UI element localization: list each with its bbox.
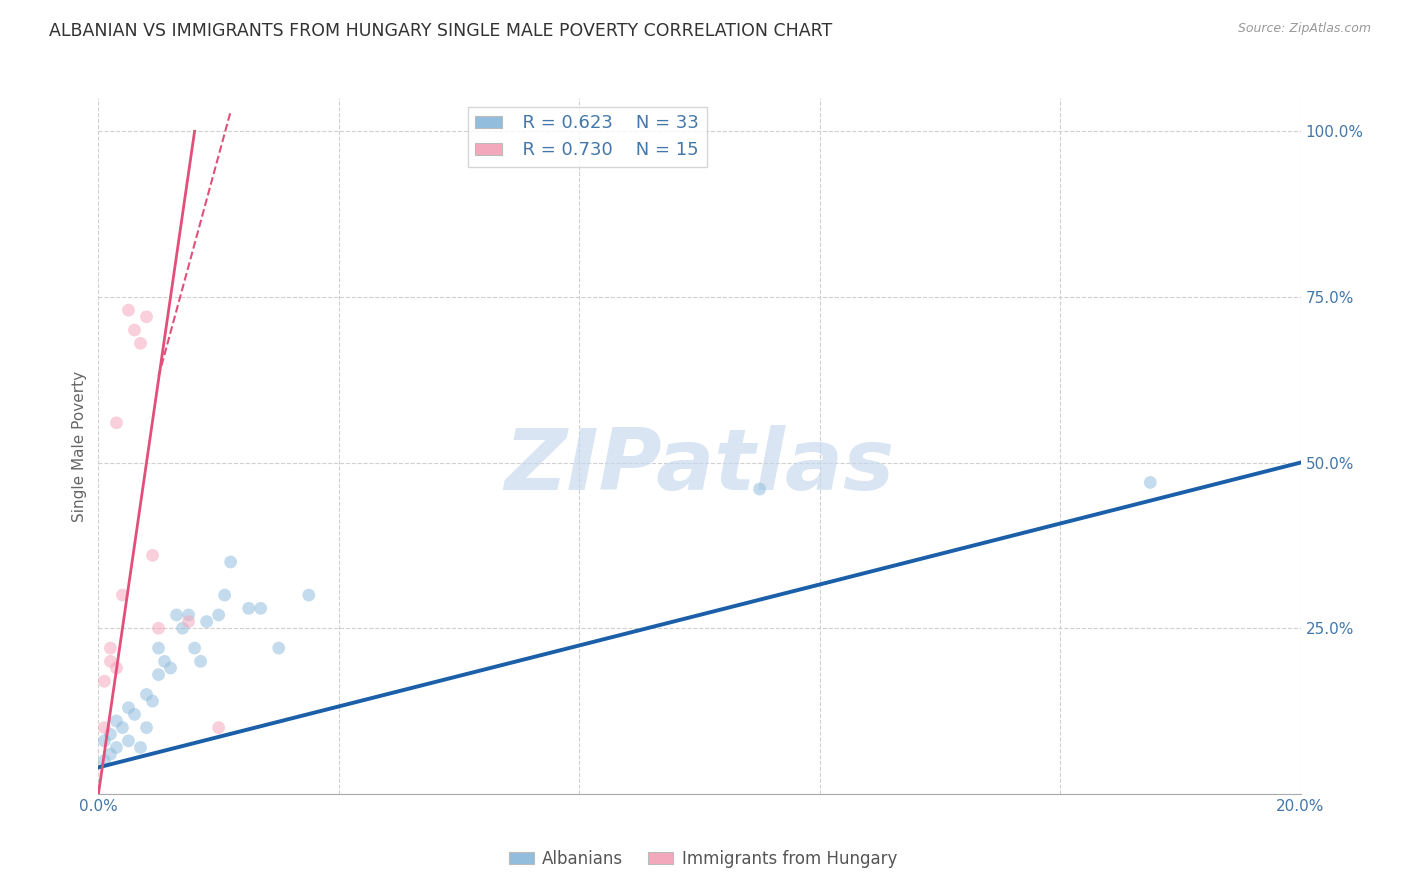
Point bbox=[219, 555, 242, 569]
Point bbox=[195, 615, 218, 629]
Point bbox=[135, 688, 157, 702]
Point bbox=[267, 641, 290, 656]
Point bbox=[93, 674, 115, 689]
Point bbox=[166, 607, 188, 622]
Point bbox=[159, 661, 181, 675]
Legend: Albanians, Immigrants from Hungary: Albanians, Immigrants from Hungary bbox=[502, 844, 904, 875]
Point bbox=[100, 747, 122, 761]
Point bbox=[153, 654, 176, 668]
Point bbox=[148, 621, 170, 635]
Point bbox=[135, 721, 157, 735]
Point bbox=[135, 310, 157, 324]
Point bbox=[238, 601, 260, 615]
Point bbox=[93, 734, 115, 748]
Point bbox=[93, 721, 115, 735]
Point bbox=[129, 740, 152, 755]
Point bbox=[111, 588, 134, 602]
Point bbox=[100, 641, 122, 656]
Point bbox=[748, 482, 770, 496]
Point bbox=[124, 323, 146, 337]
Legend:   R = 0.623    N = 33,   R = 0.730    N = 15: R = 0.623 N = 33, R = 0.730 N = 15 bbox=[468, 107, 707, 167]
Text: ALBANIAN VS IMMIGRANTS FROM HUNGARY SINGLE MALE POVERTY CORRELATION CHART: ALBANIAN VS IMMIGRANTS FROM HUNGARY SING… bbox=[49, 22, 832, 40]
Point bbox=[1139, 475, 1161, 490]
Point bbox=[208, 721, 231, 735]
Point bbox=[148, 667, 170, 681]
Point bbox=[105, 661, 128, 675]
Point bbox=[183, 641, 205, 656]
Point bbox=[100, 727, 122, 741]
Point bbox=[208, 607, 231, 622]
Point bbox=[117, 734, 139, 748]
Point bbox=[100, 654, 122, 668]
Point bbox=[172, 621, 194, 635]
Text: Source: ZipAtlas.com: Source: ZipAtlas.com bbox=[1237, 22, 1371, 36]
Point bbox=[214, 588, 236, 602]
Point bbox=[190, 654, 212, 668]
Point bbox=[298, 588, 321, 602]
Point bbox=[141, 694, 163, 708]
Point bbox=[105, 740, 128, 755]
Point bbox=[177, 615, 200, 629]
Y-axis label: Single Male Poverty: Single Male Poverty bbox=[72, 370, 87, 522]
Point bbox=[105, 714, 128, 728]
Point bbox=[141, 549, 163, 563]
Point bbox=[105, 416, 128, 430]
Point bbox=[117, 303, 139, 318]
Point bbox=[93, 754, 115, 768]
Point bbox=[124, 707, 146, 722]
Text: ZIPatlas: ZIPatlas bbox=[505, 425, 894, 508]
Point bbox=[177, 607, 200, 622]
Point bbox=[111, 721, 134, 735]
Point bbox=[117, 700, 139, 714]
Point bbox=[249, 601, 271, 615]
Point bbox=[148, 641, 170, 656]
Point bbox=[129, 336, 152, 351]
